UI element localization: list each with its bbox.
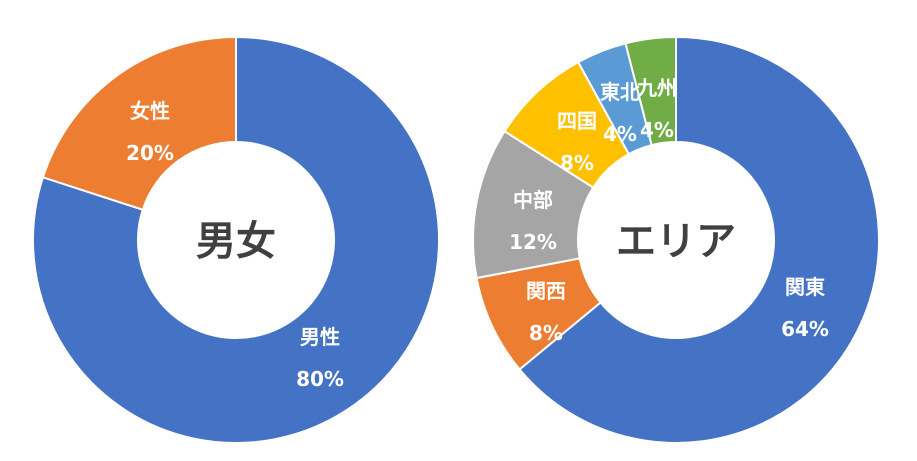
data-label-value-関東: 64% (781, 317, 829, 341)
data-label-name-関東: 関東 (785, 275, 825, 299)
data-label-name-中部: 中部 (513, 188, 553, 212)
slice-九州 (624, 35, 677, 147)
data-label-value-関西: 8% (529, 321, 563, 345)
data-label-name-男性: 男性 (300, 325, 340, 349)
slice-女性 (41, 35, 237, 211)
data-label-name-四国: 四国 (557, 109, 597, 133)
data-label-value-九州: 4% (640, 118, 674, 142)
data-label-name-女性: 女性 (130, 99, 170, 123)
center-title: 男女 (196, 218, 276, 264)
slice-関東 (518, 35, 880, 444)
data-label-value-東北: 4% (603, 122, 637, 146)
slice-男性 (32, 35, 440, 444)
center-title: エリア (616, 218, 736, 264)
data-label-name-東北: 東北 (600, 80, 640, 104)
data-label-value-女性: 20% (126, 141, 174, 165)
data-label-name-関西: 関西 (526, 279, 566, 303)
data-label-value-四国: 8% (560, 151, 594, 175)
data-label-name-九州: 九州 (636, 76, 677, 100)
data-label-value-男性: 80% (296, 367, 344, 391)
data-label-value-中部: 12% (509, 230, 557, 254)
